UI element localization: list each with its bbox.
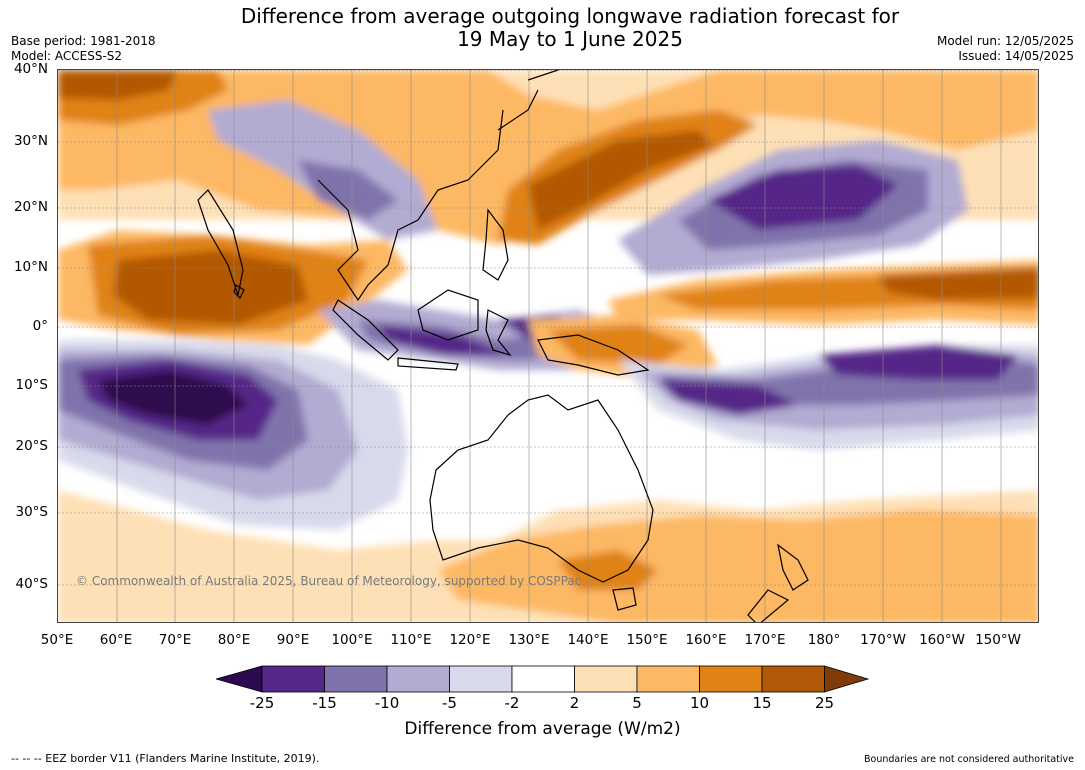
boundaries-disclaimer: Boundaries are not considered authoritat… xyxy=(864,754,1074,765)
colorbar-tick-minus-25: -25 xyxy=(249,694,275,712)
philippines-coastline xyxy=(482,208,509,281)
copyright-notice: © Commonwealth of Australia 2025, Bureau… xyxy=(76,574,582,588)
lat-label-30n: 30°N xyxy=(13,133,48,149)
lon-label-110e: 110°E xyxy=(390,632,432,648)
colorbar-tick-minus-5: -5 xyxy=(442,694,457,712)
lon-label-120e: 120°E xyxy=(449,632,491,648)
coastlines xyxy=(197,70,809,622)
map-title-line-1: Difference from average outgoing longwav… xyxy=(240,4,900,28)
lon-label-170w: 170°W xyxy=(860,632,906,648)
lat-label-20s: 20°S xyxy=(15,438,49,454)
colorbar-tick-15: 15 xyxy=(752,694,772,712)
sumatra-coastline xyxy=(332,299,399,361)
lon-label-100e: 100°E xyxy=(331,632,373,648)
australia-coastline xyxy=(429,394,654,583)
java-coastline xyxy=(397,357,459,371)
colorbar-segment-1 xyxy=(261,665,325,693)
colorbar-segment-6 xyxy=(574,665,638,693)
colorbar-segment-3 xyxy=(386,665,450,693)
colorbar-tick-minus-10: -10 xyxy=(374,694,400,712)
colorbar-extend-max xyxy=(824,665,870,693)
anomaly-map-svg xyxy=(58,70,1038,622)
lon-label-180: 180° xyxy=(807,632,841,648)
colorbar-segment-7 xyxy=(636,665,700,693)
lat-label-10s: 10°S xyxy=(15,377,49,393)
lon-label-160w: 160°W xyxy=(919,632,965,648)
colorbar-tick-minus-15: -15 xyxy=(312,694,337,712)
map-title-line-2: 19 May to 1 June 2025 xyxy=(457,27,683,51)
lat-label-40n: 40°N xyxy=(13,61,48,77)
new-zealand-coastline xyxy=(747,543,809,622)
lon-label-60e: 60°E xyxy=(99,632,133,648)
lon-label-170e: 170°E xyxy=(744,632,786,648)
tasmania-coastline xyxy=(612,587,637,611)
anomaly-map xyxy=(57,69,1039,623)
lon-label-80e: 80°E xyxy=(217,632,251,648)
colorbar-tick-10: 10 xyxy=(689,694,710,712)
lon-label-50e: 50°E xyxy=(40,632,74,648)
colorbar xyxy=(216,665,870,693)
lat-label-30s: 30°S xyxy=(15,504,49,520)
anomaly-shading xyxy=(58,70,1038,622)
colorbar-extend-min xyxy=(216,665,263,693)
lat-label-10n: 10°N xyxy=(13,259,48,275)
lon-label-90e: 90°E xyxy=(276,632,310,648)
lon-label-70e: 70°E xyxy=(158,632,192,648)
graticule xyxy=(58,70,1038,622)
new-guinea-coastline xyxy=(537,334,650,376)
lon-label-130e: 130°E xyxy=(508,632,550,648)
colorbar-segment-8 xyxy=(699,665,763,693)
colorbar-label: Difference from average (W/m2) xyxy=(404,719,681,739)
base-period-text: Base period: 1981-2018 xyxy=(11,34,156,48)
lon-label-150e: 150°E xyxy=(626,632,668,648)
colorbar-segment-2 xyxy=(324,665,388,693)
lat-label-40s: 40°S xyxy=(15,576,49,592)
lon-label-160e: 160°E xyxy=(685,632,727,648)
colorbar-segment-4 xyxy=(449,665,513,693)
japan-coastline xyxy=(497,70,559,131)
lat-label-equator: 0° xyxy=(32,318,48,334)
colorbar-tick-5: 5 xyxy=(632,694,642,712)
colorbar-tick-2: 2 xyxy=(569,694,580,712)
lon-label-150w: 150°W xyxy=(975,632,1021,648)
lon-label-140e: 140°E xyxy=(567,632,609,648)
borneo-coastline xyxy=(417,289,479,341)
model-run-text: Model run: 12/05/2025 xyxy=(936,34,1074,48)
india-coastline xyxy=(197,189,244,298)
eez-border-note: -- -- -- EEZ border V11 (Flanders Marine… xyxy=(11,752,320,765)
colorbar-segment-5 xyxy=(511,665,575,693)
colorbar-tick-minus-2: -2 xyxy=(504,694,520,712)
colorbar-tick-25: 25 xyxy=(814,694,835,712)
sri-lanka-coastline xyxy=(233,284,245,300)
sulawesi-coastline xyxy=(485,309,512,357)
se-asia-coastline xyxy=(317,109,504,302)
colorbar-segment-9 xyxy=(761,665,825,693)
model-name-text: Model: ACCESS-S2 xyxy=(11,49,123,63)
issued-date-text: Issued: 14/05/2025 xyxy=(958,49,1074,63)
lat-label-20n: 20°N xyxy=(13,199,48,215)
